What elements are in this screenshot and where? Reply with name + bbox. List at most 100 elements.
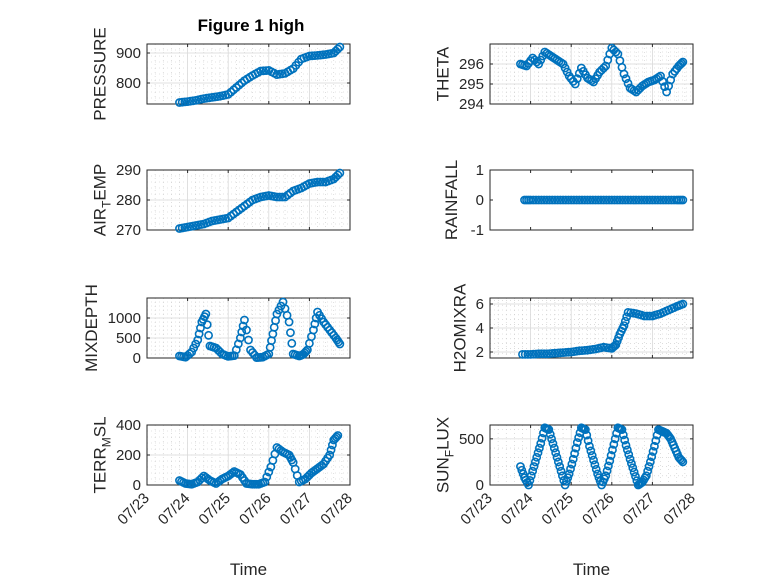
data-point bbox=[242, 325, 251, 335]
data-point bbox=[583, 436, 593, 446]
data-point bbox=[548, 439, 558, 448]
data-point bbox=[645, 195, 655, 205]
data-point bbox=[608, 445, 617, 455]
data-point bbox=[333, 170, 343, 180]
data-point bbox=[202, 320, 212, 330]
data-point bbox=[619, 69, 629, 79]
data-point bbox=[650, 195, 660, 205]
data-point bbox=[620, 435, 630, 445]
data-point bbox=[606, 451, 616, 460]
data-point bbox=[518, 349, 527, 359]
data-point bbox=[601, 471, 611, 481]
y-tick-label: 294 bbox=[459, 96, 484, 113]
x-axis-title: Time bbox=[573, 560, 610, 579]
y-tick-label: 296 bbox=[459, 56, 484, 73]
data-point bbox=[545, 195, 554, 205]
subplot-rainfall: -1 0 1 RAINFALL bbox=[442, 160, 694, 240]
data-point bbox=[589, 455, 598, 465]
subplot-pressure: 800 900 PRESSURE bbox=[91, 27, 351, 121]
y-axis-title: PRESSURE bbox=[91, 27, 110, 121]
data-point bbox=[604, 461, 613, 471]
data-point bbox=[661, 195, 671, 205]
axes-border bbox=[146, 297, 351, 359]
data-point bbox=[532, 452, 542, 462]
y-tick-label: 270 bbox=[116, 222, 141, 239]
data-point bbox=[537, 195, 546, 205]
data-point bbox=[664, 195, 674, 205]
data-point bbox=[639, 311, 649, 321]
data-point bbox=[629, 467, 639, 477]
data-point bbox=[678, 57, 688, 67]
data-point bbox=[583, 195, 592, 205]
data-point bbox=[567, 459, 577, 469]
y-axis-title: TERRMSL bbox=[91, 416, 114, 493]
data-point bbox=[623, 195, 633, 205]
data-point bbox=[551, 448, 561, 458]
data-point bbox=[658, 195, 668, 205]
data-point bbox=[523, 349, 533, 359]
data-point bbox=[610, 195, 619, 205]
data-point bbox=[286, 328, 295, 338]
subplot-grid: 800 900 PRESSURE 294 295 296 THETA 270 280 290AIR… bbox=[82, 27, 699, 579]
data-point bbox=[335, 168, 345, 178]
y-tick-label: 500 bbox=[459, 431, 484, 448]
data-point bbox=[656, 71, 665, 81]
subplot-h2omixra: 2 4 6 H2OMIXRA bbox=[451, 283, 694, 372]
data-point bbox=[601, 195, 611, 205]
data-point bbox=[542, 195, 552, 205]
data-point bbox=[553, 457, 563, 467]
data-point bbox=[678, 195, 688, 205]
data-point bbox=[536, 439, 546, 448]
data-point bbox=[621, 74, 631, 84]
data-point bbox=[197, 473, 207, 483]
data-point bbox=[656, 195, 665, 205]
data-point bbox=[624, 450, 634, 459]
data-point bbox=[591, 195, 600, 205]
data-point bbox=[604, 195, 614, 205]
data-point bbox=[260, 477, 270, 487]
subplot-theta: 294 295 296 THETA bbox=[434, 43, 694, 113]
data-point bbox=[605, 456, 615, 466]
data-point bbox=[333, 44, 343, 54]
data-point bbox=[631, 195, 641, 205]
data-point bbox=[561, 195, 571, 205]
data-point bbox=[566, 195, 576, 205]
data-point bbox=[537, 349, 546, 359]
data-point bbox=[534, 195, 544, 205]
data-point bbox=[570, 79, 580, 89]
data-point bbox=[572, 195, 582, 205]
x-tick-label: 07/27 bbox=[620, 490, 659, 529]
data-point bbox=[609, 439, 619, 449]
data-point bbox=[591, 464, 601, 474]
data-point bbox=[586, 446, 596, 456]
data-point bbox=[621, 440, 631, 450]
y-axis-title: THETA bbox=[434, 46, 453, 101]
data-point bbox=[526, 195, 535, 205]
data-point bbox=[309, 325, 318, 335]
data-point bbox=[568, 454, 578, 464]
data-point bbox=[315, 177, 325, 187]
data-point bbox=[555, 462, 565, 471]
y-tick-label: 290 bbox=[116, 162, 141, 179]
data-point bbox=[570, 449, 579, 459]
data-point bbox=[599, 63, 609, 73]
y-tick-label: 280 bbox=[116, 192, 141, 209]
data-point bbox=[678, 457, 688, 467]
data-point bbox=[534, 443, 544, 453]
data-point bbox=[227, 468, 237, 478]
data-point bbox=[607, 195, 617, 205]
data-point bbox=[520, 349, 530, 359]
data-point bbox=[623, 78, 633, 88]
x-tick-label: 07/24 bbox=[498, 490, 537, 529]
y-axis-title: H2OMIXRA bbox=[451, 283, 470, 372]
data-point bbox=[235, 333, 245, 343]
data-point bbox=[537, 433, 547, 443]
data-point bbox=[585, 441, 594, 451]
data-point bbox=[326, 445, 336, 455]
data-point bbox=[550, 195, 560, 205]
data-point bbox=[547, 434, 556, 444]
data-point bbox=[651, 436, 661, 446]
data-point bbox=[196, 323, 205, 333]
data-point bbox=[629, 195, 638, 205]
